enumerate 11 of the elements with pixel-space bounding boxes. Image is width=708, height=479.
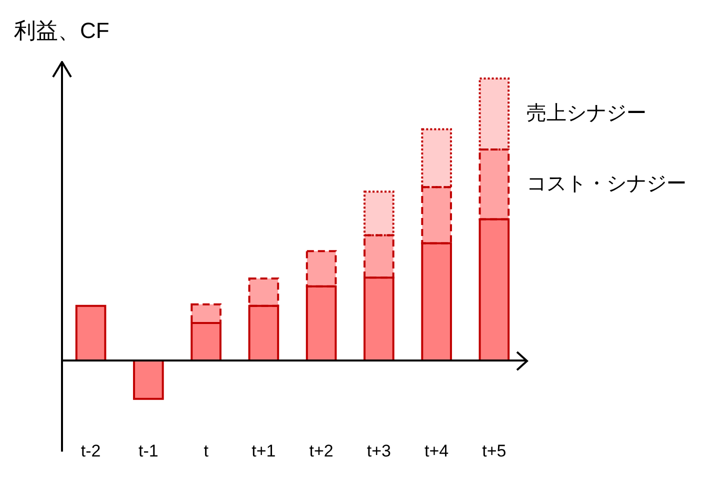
x-tick-label: t+5: [482, 441, 506, 460]
x-tick-label: t-2: [80, 441, 101, 460]
x-tick-label: t+4: [424, 441, 449, 460]
series-label: コスト・シナジー: [526, 172, 687, 195]
x-tick-label: t: [204, 441, 209, 460]
y-axis-title: 利益、CF: [14, 18, 110, 43]
series-label: 売上シナジー: [526, 102, 647, 125]
x-tick-label: t-1: [138, 441, 158, 460]
x-tick-label: t+1: [252, 441, 276, 460]
x-tick-label: t+3: [366, 441, 391, 460]
x-tick-label: t+2: [309, 441, 334, 460]
